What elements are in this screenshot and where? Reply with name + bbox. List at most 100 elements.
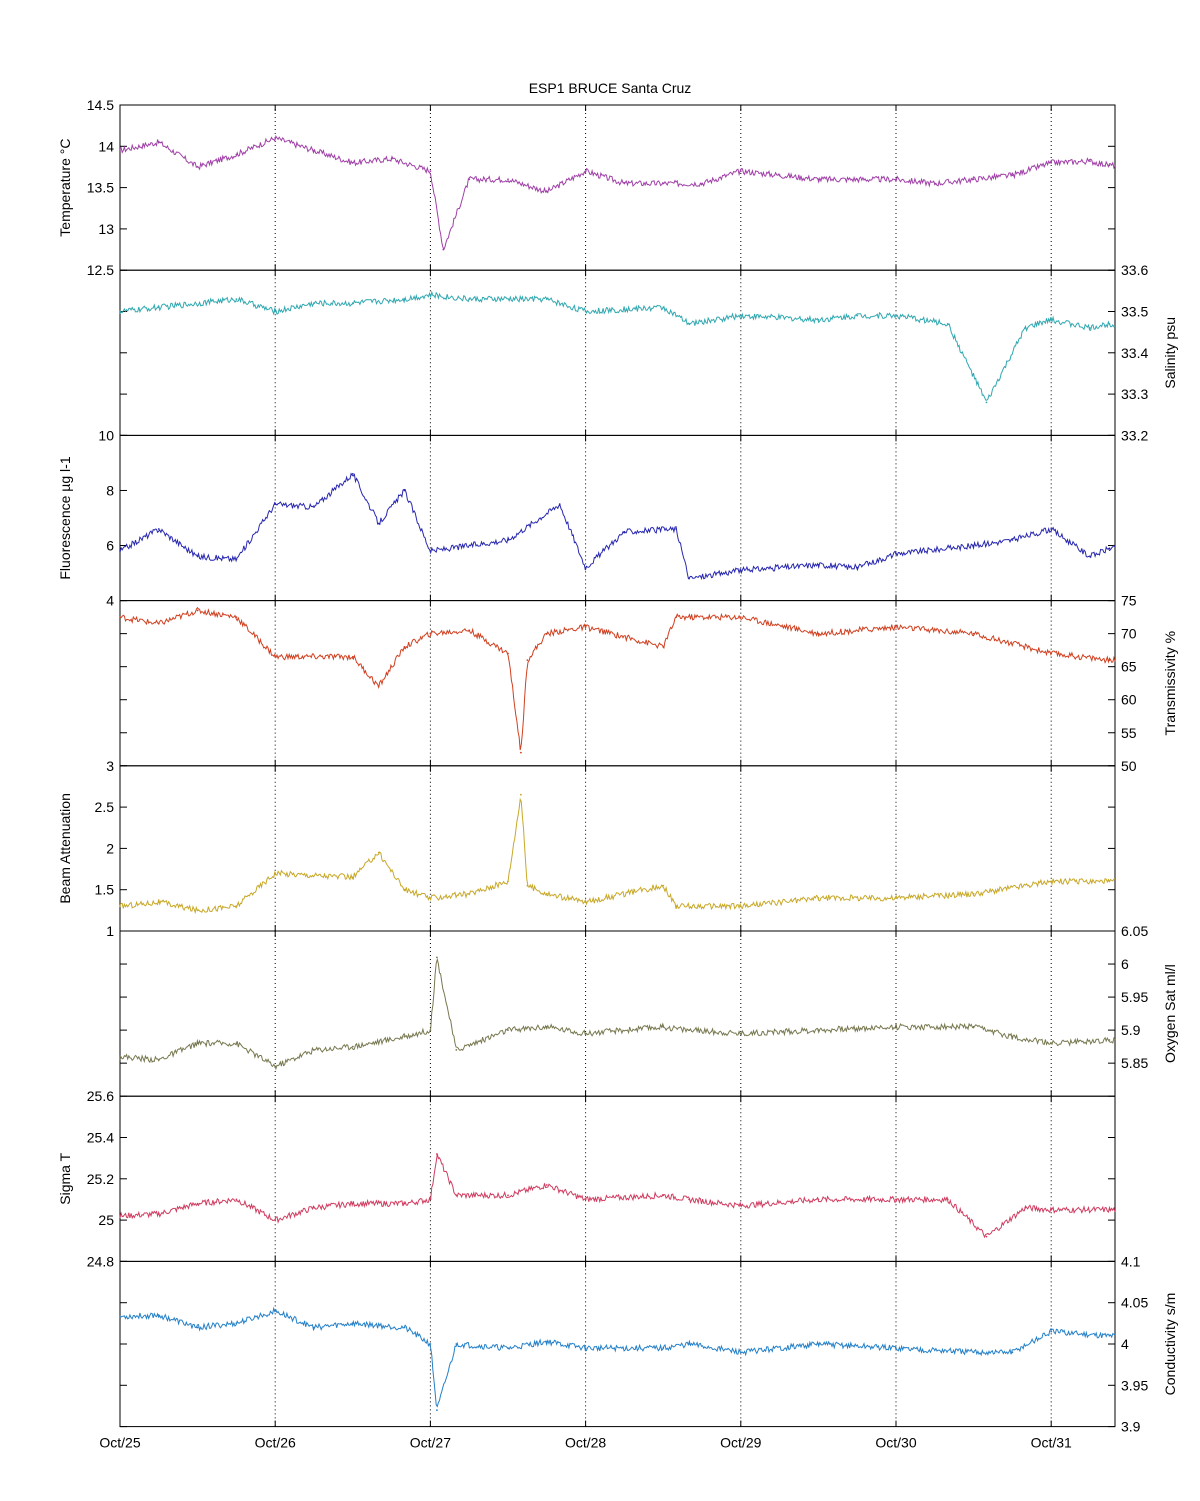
- data-point: [468, 298, 471, 300]
- x-tick-label: Oct/28: [565, 1435, 606, 1451]
- x-tick-label: Oct/29: [720, 1435, 761, 1451]
- data-point: [157, 528, 160, 530]
- data-point: [972, 892, 975, 895]
- data-point: [119, 1315, 121, 1318]
- data-point: [946, 1198, 949, 1201]
- data-point: [436, 956, 438, 959]
- data-point: [739, 170, 742, 173]
- y-tick-label: 33.4: [1121, 345, 1148, 361]
- data-point: [662, 884, 665, 887]
- data-point: [817, 1198, 820, 1201]
- data-point: [895, 1198, 897, 1201]
- y-tick-label: 4.05: [1121, 1295, 1148, 1311]
- data-point: [119, 616, 121, 618]
- data-point: [545, 892, 548, 895]
- panel-frame: [119, 104, 1116, 271]
- y-tick-label: 6.05: [1121, 923, 1148, 939]
- data-point: [468, 892, 471, 895]
- y-tick-label: 5.95: [1121, 989, 1148, 1005]
- data-point: [545, 298, 548, 300]
- data-point: [817, 1029, 820, 1031]
- data-point: [157, 306, 160, 309]
- x-tick-label: Oct/25: [99, 1435, 140, 1451]
- y-tick-label: 3.9: [1121, 1419, 1141, 1435]
- data-point: [933, 182, 936, 185]
- panel-frame: [119, 600, 1116, 767]
- data-point: [436, 1153, 438, 1155]
- data-point: [403, 646, 406, 648]
- y-tick-label: 25.4: [87, 1130, 114, 1146]
- data-point: [1024, 1206, 1027, 1209]
- data-point: [1089, 160, 1091, 163]
- data-point: [739, 314, 742, 317]
- data-point: [817, 1343, 820, 1345]
- data-point: [507, 880, 509, 883]
- data-point: [662, 646, 665, 648]
- data-point: [972, 1351, 975, 1354]
- panel-sigma_t: 24.8 25 25.2 25.4 25.6 Sigma T: [57, 1088, 1116, 1269]
- data-point: [157, 622, 160, 625]
- data-point: [351, 473, 354, 475]
- data-point: [584, 1198, 587, 1201]
- data-point: [985, 401, 988, 404]
- y-tick-label: 2: [106, 840, 114, 856]
- data-point: [688, 1343, 690, 1345]
- data-point: [1108, 659, 1111, 661]
- y-axis-label: Temperature °C: [57, 138, 73, 236]
- data-point: [313, 302, 315, 305]
- panel-frame: [119, 930, 1116, 1097]
- y-tick-label: 3.95: [1121, 1377, 1148, 1393]
- data-point: [1011, 539, 1014, 541]
- data-point: [545, 632, 548, 635]
- y-tick-label: 3: [106, 758, 114, 774]
- data-point: [119, 149, 121, 152]
- data-point: [817, 318, 820, 321]
- data-point: [739, 1032, 742, 1035]
- data-point: [235, 905, 238, 908]
- data-point: [739, 905, 742, 908]
- data-point: [545, 190, 548, 193]
- y-tick-label: 5.85: [1121, 1055, 1148, 1071]
- y-tick-label: 4: [106, 593, 114, 609]
- y-axis-label: Conductivity s/m: [1162, 1293, 1178, 1396]
- data-point: [274, 872, 277, 875]
- data-point: [662, 1194, 665, 1197]
- y-tick-label: 1: [106, 923, 114, 939]
- panel-oxygen: 5.85 5.9 5.95 6 6.05 Oxygen Sat ml/l: [119, 923, 1178, 1097]
- data-point: [196, 909, 199, 912]
- data-point: [507, 1194, 509, 1197]
- y-tick-label: 25.2: [87, 1171, 114, 1187]
- data-point: [1089, 327, 1091, 329]
- data-point: [895, 178, 897, 181]
- data-point: [157, 901, 160, 903]
- data-point: [675, 616, 677, 618]
- data-point: [119, 1055, 121, 1058]
- panel-frame: [119, 434, 1116, 602]
- data-point: [235, 153, 238, 156]
- data-point: [235, 298, 238, 300]
- data-point: [895, 1347, 897, 1349]
- chart-title: ESP1 BRUCE Santa Cruz: [529, 80, 692, 96]
- data-point: [1108, 164, 1111, 167]
- data-point: [1050, 880, 1053, 883]
- x-tick-label: Oct/31: [1031, 1435, 1072, 1451]
- data-point: [235, 1322, 238, 1325]
- data-point: [778, 174, 781, 177]
- data-point: [429, 1029, 432, 1031]
- y-tick-label: 8: [106, 482, 114, 498]
- data-point: [662, 1025, 665, 1028]
- panel-beam_attenuation: 1 1.5 2 2.5 3 Beam Attenuation: [57, 758, 1116, 939]
- data-point: [313, 1326, 315, 1329]
- panel-frame: [119, 765, 1116, 932]
- data-point: [545, 1340, 548, 1343]
- data-point: [739, 1351, 742, 1354]
- data-point: [403, 1202, 406, 1205]
- data-point: [1024, 327, 1027, 329]
- y-tick-label: 33.6: [1121, 262, 1148, 278]
- data-point: [119, 1215, 121, 1217]
- data-point: [520, 751, 522, 754]
- data-point: [1050, 1330, 1053, 1333]
- data-point: [507, 178, 509, 181]
- data-point: [1108, 880, 1111, 883]
- data-point: [1050, 1208, 1053, 1211]
